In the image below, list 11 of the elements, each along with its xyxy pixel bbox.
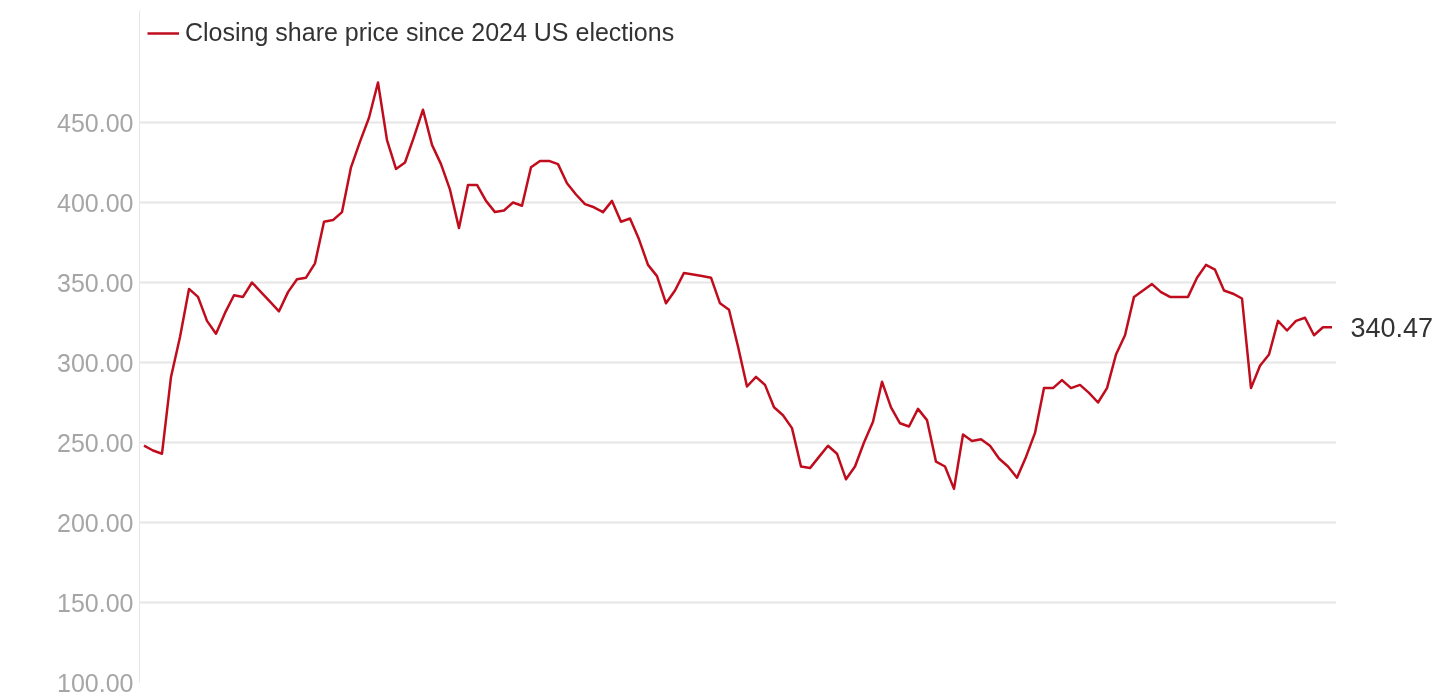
line-series (142, 81, 1334, 491)
y-tick-label: 400.00 (57, 188, 134, 217)
y-tick-label: 150.00 (57, 588, 134, 617)
y-tick-label: 450.00 (57, 108, 134, 137)
y-tick-label: 300.00 (57, 348, 134, 377)
y-tick-label: 250.00 (57, 428, 134, 457)
text: 340.47 (1350, 312, 1434, 343)
y-tick-label: 200.00 (57, 508, 134, 537)
y-tick-label: 100.00 (57, 668, 134, 697)
y-tick-label: 350.00 (57, 268, 134, 297)
legend-label: Closing share price since 2024 US elections (185, 18, 675, 47)
